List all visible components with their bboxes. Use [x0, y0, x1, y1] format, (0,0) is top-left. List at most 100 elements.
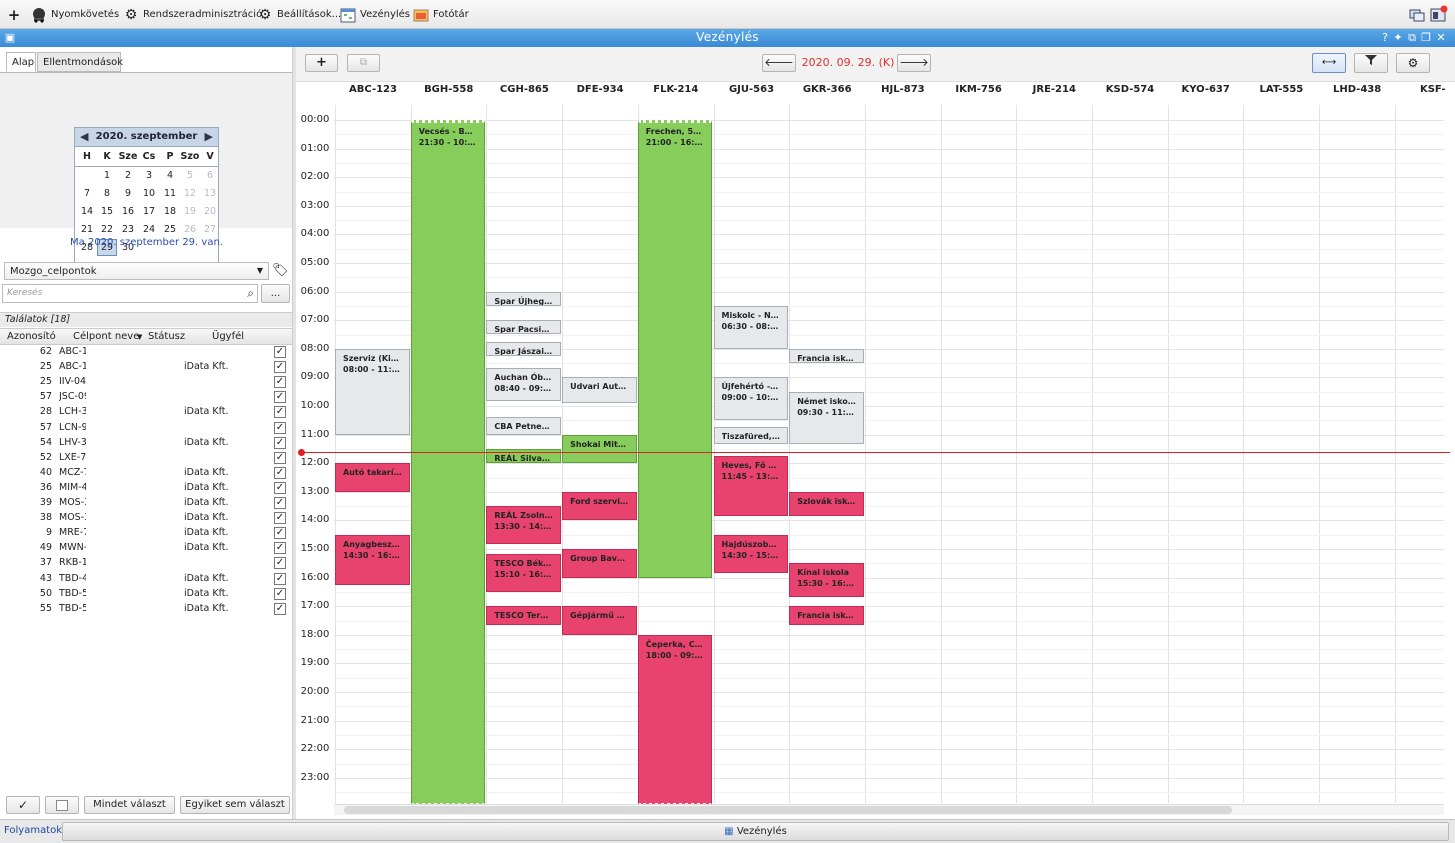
row-checkbox[interactable]: ✓ — [274, 346, 286, 358]
calendar-day-selected[interactable]: 29 — [97, 239, 117, 256]
table-row[interactable]: 43 TBD-4 iData Kft. ✓ — [0, 572, 292, 587]
schedule-event[interactable]: Szerviz (Kiss ...08:00 - 11:00 — [335, 348, 410, 435]
table-row[interactable]: 50 TBD-5 iData Kft. ✓ — [0, 587, 292, 602]
row-checkbox[interactable]: ✓ — [274, 527, 286, 540]
table-row[interactable]: 9 MRE-7 iData Kft. ✓ — [0, 526, 292, 541]
vehicle-column-header[interactable]: DFE-934 — [576, 84, 624, 95]
menu-tracking[interactable]: Nyomkövetés — [31, 6, 119, 23]
schedule-event[interactable]: Kínai iskola 15:30 - 16:40 — [789, 563, 864, 597]
pin-icon[interactable]: ✦ — [1393, 31, 1403, 44]
row-checkbox[interactable]: ✓ — [274, 391, 286, 404]
row-checkbox[interactable]: ✓ — [274, 436, 286, 449]
table-row[interactable]: 39 MOS-3 iData Kft. ✓ — [0, 496, 292, 511]
window-menu-icon[interactable]: ▣ — [4, 31, 16, 44]
table-row[interactable]: 55 TBD-5 iData Kft. ✓ — [0, 602, 292, 617]
calendar-day[interactable]: 2 — [124, 170, 132, 181]
table-row[interactable]: 57 LCN-9 ✓ — [0, 421, 292, 436]
vehicle-column-header[interactable]: KSD-574 — [1105, 84, 1155, 95]
menu-sysadmin[interactable]: ⚙ Rendszeradminisztráció — [123, 6, 262, 23]
vehicle-column-header[interactable]: CGH-865 — [499, 84, 549, 95]
calendar-day[interactable]: 8 — [103, 188, 111, 199]
schedule-event[interactable]: CBA Petnehá... — [486, 417, 562, 435]
calendar-day[interactable]: 20 — [203, 206, 217, 217]
panel-splitter[interactable] — [293, 47, 296, 819]
calendar-day[interactable]: 14 — [80, 206, 94, 217]
schedule-event[interactable]: TESCO Teréz ... — [486, 606, 562, 626]
schedule-event[interactable]: Újfehértó - Ti...09:00 - 10:30 — [713, 377, 789, 421]
vehicle-column-header[interactable]: JRE-214 — [1032, 84, 1076, 95]
table-row[interactable]: 36 MIM-4 iData Kft. ✓ — [0, 481, 292, 496]
vehicle-column-header[interactable]: GKR-366 — [802, 84, 852, 95]
taskbar-item-scheduling[interactable]: ▦ Vezénylés — [62, 822, 1449, 841]
target-group-dropdown[interactable]: Mozgo_celpontok ▼ — [4, 262, 269, 280]
table-row[interactable]: 25 ABC-1 iData Kft. ✓ — [0, 360, 292, 375]
schedule-event[interactable]: Group Bavari... — [562, 549, 637, 578]
vehicle-column-header[interactable]: GJU-563 — [728, 84, 775, 95]
calendar-day[interactable]: 3 — [145, 170, 153, 181]
calendar-day[interactable]: 27 — [203, 224, 217, 235]
vehicle-column-header[interactable]: ABC-123 — [349, 84, 397, 95]
calendar-day[interactable]: 25 — [163, 224, 177, 235]
close-icon[interactable]: ✕ — [1436, 31, 1446, 44]
table-row[interactable]: 25 IIV-04 ✓ — [0, 375, 292, 390]
row-checkbox[interactable]: ✓ — [274, 361, 286, 374]
row-checkbox[interactable]: ✓ — [274, 451, 286, 464]
schedule-event[interactable]: Anyagbeszer...14:30 - 16:15 — [335, 534, 410, 585]
table-row[interactable]: 37 RKB-1 ✓ — [0, 556, 292, 571]
calendar-day[interactable]: 28 — [80, 242, 94, 253]
vehicle-column-header[interactable]: FLK-214 — [653, 84, 699, 95]
calendar-day[interactable]: 6 — [206, 170, 214, 181]
table-row[interactable]: 28 LCH-3 iData Kft. ✓ — [0, 405, 292, 420]
row-checkbox[interactable]: ✓ — [274, 497, 286, 509]
vehicle-column-header[interactable]: KYO-637 — [1181, 84, 1230, 95]
calendar-day[interactable]: 18 — [163, 206, 177, 217]
select-none-button[interactable]: Egyiket sem választ — [180, 796, 290, 814]
calendar-day[interactable]: 30 — [121, 242, 135, 253]
vehicle-column-header[interactable]: IKM-756 — [955, 84, 1002, 95]
table-row[interactable]: 40 MCZ-7 iData Kft. ✓ — [0, 466, 292, 481]
calendar-day[interactable]: 13 — [203, 188, 217, 199]
table-row[interactable]: 52 LXE-7 ✓ — [0, 451, 292, 466]
calendar-day[interactable]: 5 — [186, 170, 194, 181]
calendar-day[interactable]: 1 — [103, 170, 111, 181]
row-checkbox[interactable]: ✓ — [274, 466, 286, 479]
table-row[interactable]: 38 MOS-3 iData Kft. ✓ — [0, 511, 292, 526]
notification-icon[interactable] — [1430, 5, 1448, 23]
schedule-event[interactable]: Autó takarítá... — [335, 463, 410, 492]
schedule-event[interactable]: Francia iskola — [789, 606, 864, 626]
fit-width-button[interactable]: ⟷ — [1312, 53, 1346, 73]
check-all-button[interactable]: ✓ — [6, 796, 40, 814]
calendar-day[interactable]: 10 — [142, 188, 156, 199]
schedule-event[interactable]: Szlovák iskola — [789, 491, 864, 516]
schedule-event[interactable]: Spar Pacsirta... — [486, 320, 562, 335]
add-menu-button[interactable]: + — [6, 6, 26, 23]
select-all-button[interactable]: Mindet választ — [84, 796, 175, 814]
schedule-event[interactable]: Čeperka, Cse...18:00 - 09:00 — [637, 634, 713, 807]
search-input[interactable]: Keresés ⌕ — [2, 284, 258, 303]
schedule-event[interactable]: Francia iskola — [789, 348, 864, 364]
col-header-name[interactable]: Célpont neve — [73, 331, 140, 342]
add-event-button[interactable]: + — [305, 54, 338, 72]
today-label[interactable]: Ma 2020. szeptember 29. van. — [70, 237, 223, 248]
calendar-day[interactable]: 7 — [83, 188, 91, 199]
calendar-day[interactable]: 23 — [121, 224, 135, 235]
popout-icon[interactable]: ⧉ — [1408, 31, 1416, 44]
calendar-day[interactable]: 9 — [124, 188, 132, 199]
calendar-day[interactable]: 19 — [183, 206, 197, 217]
horizontal-scrollbar[interactable] — [334, 804, 1444, 815]
calendar-day[interactable]: 15 — [100, 206, 114, 217]
row-checkbox[interactable]: ✓ — [274, 587, 286, 600]
calendar-day[interactable]: 16 — [121, 206, 135, 217]
row-checkbox[interactable]: ✓ — [274, 512, 286, 525]
next-month-icon[interactable]: ▶ — [204, 130, 213, 143]
menu-settings[interactable]: ⚙ Beállítások... — [257, 6, 341, 23]
schedule-event[interactable]: Shokai Mitsu... — [562, 434, 637, 464]
vehicle-column-header[interactable]: HJL-873 — [881, 84, 925, 95]
schedule-event[interactable]: Miskolc - Nag...06:30 - 08:00 — [713, 305, 789, 349]
row-checkbox[interactable]: ✓ — [274, 557, 286, 570]
calendar-day[interactable]: 12 — [183, 188, 197, 199]
schedule-event[interactable]: Spar Újhegyi ... — [486, 291, 562, 306]
calendar-day[interactable]: 11 — [163, 188, 177, 199]
uncheck-all-button[interactable] — [45, 796, 79, 814]
windows-icon[interactable] — [1409, 7, 1425, 23]
